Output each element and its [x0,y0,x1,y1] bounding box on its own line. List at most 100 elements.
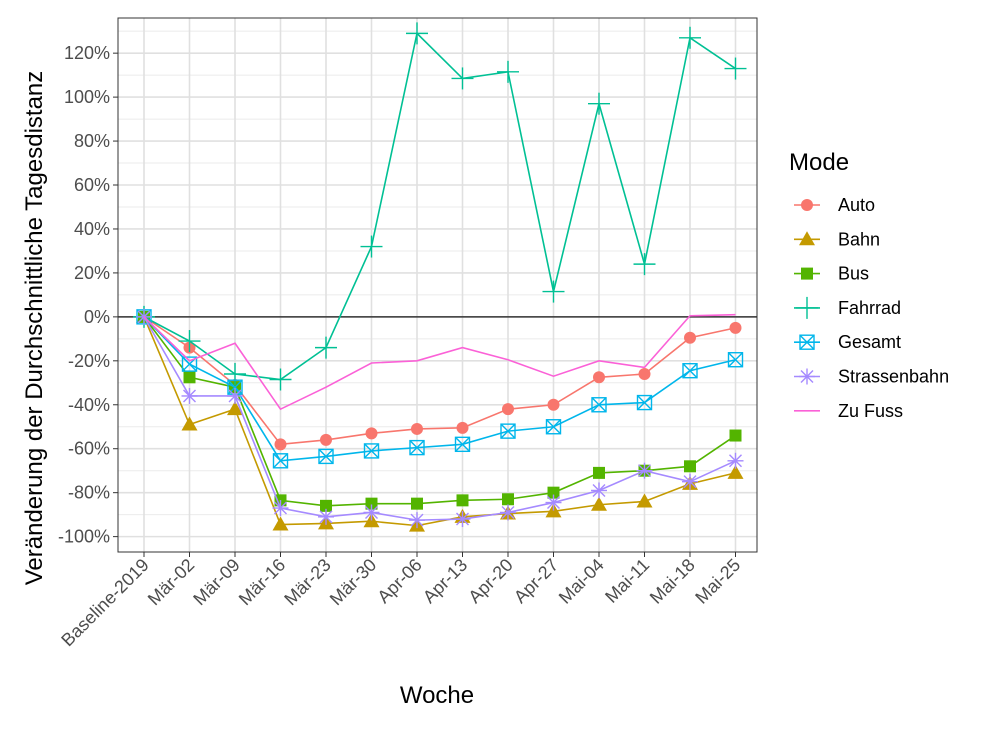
legend-label: Zu Fuss [838,401,903,421]
y-tick-label: 120% [64,43,110,63]
data-point [181,416,198,431]
y-tick-label: -80% [68,483,110,503]
series-layer [133,22,747,532]
y-tick-label: -20% [68,351,110,371]
data-point [451,67,474,90]
y-tick-label: 40% [74,219,110,239]
y-tick-label: 0% [84,307,110,327]
x-tick-label: Baseline-2019 [57,555,153,651]
series-gesamt [136,309,744,469]
series-strassenbahn [136,308,744,529]
data-point [724,57,747,80]
x-tick-label: Apr-20 [464,555,516,607]
data-point [318,508,334,525]
data-point [729,321,742,334]
data-point [454,511,471,528]
y-tick-label: 100% [64,87,110,107]
series-line [143,316,736,527]
y-tick-label: 80% [74,131,110,151]
data-point [320,433,332,446]
data-point [502,403,514,416]
x-axis-ticks: Baseline-2019Mär-02Mär-09Mär-16Mär-23Mär… [57,552,744,650]
data-point [411,497,423,510]
x-tick-label: Mär-02 [144,555,198,609]
legend-key-marker [799,231,815,246]
data-point [729,429,742,442]
series-line [143,316,736,521]
data-point [727,464,744,479]
legend-item: Zu Fuss [794,401,903,421]
legend: Mode Auto Bahn Bus Fahrrad Gesamt Strassenbah… [789,149,949,421]
data-point [320,499,332,512]
x-tick-label: Apr-06 [373,555,425,607]
data-point [500,423,516,439]
legend-key-marker [801,267,813,280]
series-line [143,313,736,411]
x-tick-label: Mär-23 [280,555,334,609]
legend-item: Fahrrad [794,296,901,319]
y-axis-title: Veränderung der Durchschnittliche Tagesd… [21,71,48,586]
data-point [636,493,653,508]
x-tick-label: Mär-30 [326,555,380,609]
data-point [545,419,562,435]
data-point [456,421,469,434]
data-point [636,394,653,411]
data-point [411,422,423,435]
data-point [456,494,469,507]
data-point [684,460,696,473]
data-point [227,387,243,404]
data-point [360,235,383,258]
x-tick-label: Mai-11 [601,555,653,607]
series-fahrrad [133,22,747,391]
data-point [588,92,610,115]
legend-item: Strassenbahn [794,367,949,387]
data-point [363,504,380,521]
data-point [272,500,289,517]
series-zu-fuss [143,313,736,411]
data-point [365,427,378,440]
data-point [727,452,744,469]
grid [118,18,757,552]
legend-label: Gesamt [838,332,901,352]
legend-key-marker [796,296,818,319]
legend-title: Mode [789,149,849,176]
data-point [454,436,471,453]
data-point [224,363,246,385]
y-tick-label: -100% [58,527,110,547]
panel-border [117,17,758,553]
data-point [315,336,337,359]
y-tick-label: 20% [74,263,110,283]
legend-key-marker [799,334,815,350]
data-point [545,494,562,511]
data-point [409,512,425,529]
legend-label: Fahrrad [838,298,901,318]
legend-item: Bahn [794,229,880,249]
data-point [227,401,243,416]
data-point [363,443,380,459]
legend-label: Bahn [838,229,880,249]
data-point [547,486,560,499]
data-point [684,331,696,344]
data-point [593,466,605,479]
data-point [633,253,656,276]
y-tick-label: 60% [74,175,110,195]
legend-item: Bus [794,264,869,284]
data-point [272,516,289,531]
data-point [593,371,605,384]
x-tick-label: Mär-09 [189,555,243,609]
data-point [542,280,565,303]
data-point [178,330,201,353]
y-axis-ticks: -100% -80% -60% -40% -20% 0% 20% 40% 60% 80% 100% 1… [58,43,118,547]
data-point [591,397,607,413]
y-tick-label: -60% [68,439,110,459]
data-point [365,497,378,510]
legend-item: Gesamt [794,332,901,352]
data-point [502,493,514,506]
legend-key-marker [801,199,813,211]
data-point [497,60,519,83]
data-point [318,448,334,465]
data-point [638,368,651,380]
data-point [547,398,560,411]
data-point [682,473,698,490]
